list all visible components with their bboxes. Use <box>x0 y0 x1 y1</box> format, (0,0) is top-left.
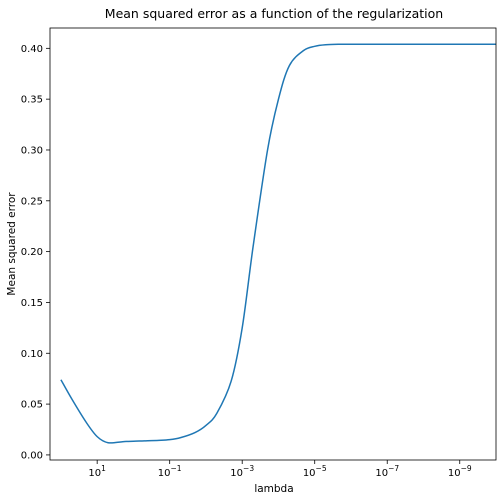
y-axis: 0.00 0.05 0.10 0.15 0.20 0.25 0.30 0.35 0.40 <box>21 44 50 461</box>
chart-title: Mean squared error as a function of the … <box>105 6 443 21</box>
x-tick-label: 101 <box>88 464 106 479</box>
x-axis: 101 10−1 10−3 10−5 10−7 10−9 <box>88 460 472 479</box>
y-tick-label: 0.40 <box>21 44 43 55</box>
y-tick-label: 0.15 <box>21 298 43 309</box>
x-tick-label: 10−3 <box>230 464 254 479</box>
x-axis-label: lambda <box>254 483 293 495</box>
y-axis-label: Mean squared error <box>6 192 18 296</box>
y-tick-label: 0.20 <box>21 247 43 258</box>
y-tick-label: 0.10 <box>21 349 43 360</box>
x-tick-label: 10−7 <box>375 464 399 479</box>
axes-frame <box>49 27 497 461</box>
plot-area <box>60 43 496 444</box>
y-tick-label: 0.05 <box>21 400 43 411</box>
x-tick-label: 10−5 <box>303 464 327 479</box>
series-line <box>60 43 496 444</box>
y-tick-label: 0.35 <box>21 95 43 106</box>
y-tick-label: 0.30 <box>21 145 43 156</box>
y-tick-label: 0.00 <box>21 450 43 461</box>
y-tick-label: 0.25 <box>21 196 43 207</box>
x-tick-label: 10−9 <box>448 464 472 479</box>
x-tick-label: 10−1 <box>158 464 182 479</box>
